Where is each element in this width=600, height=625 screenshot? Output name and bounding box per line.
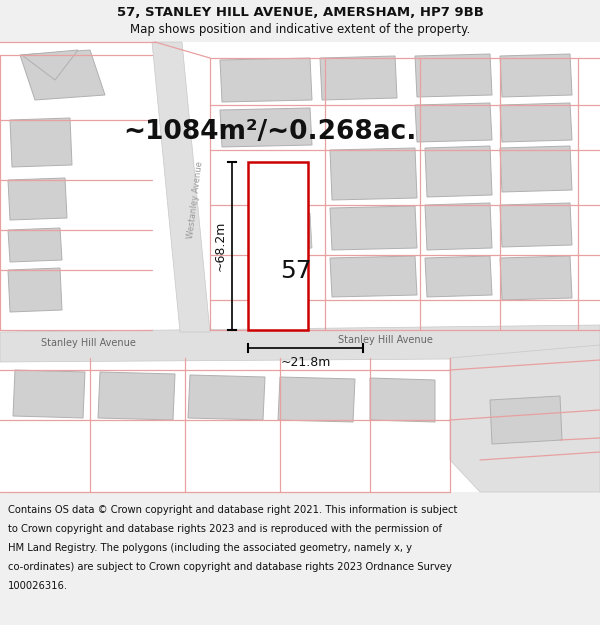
Text: co-ordinates) are subject to Crown copyright and database rights 2023 Ordnance S: co-ordinates) are subject to Crown copyr… (8, 562, 452, 572)
Text: Westanley Avenue: Westanley Avenue (186, 161, 204, 239)
Polygon shape (188, 375, 265, 420)
Polygon shape (8, 268, 62, 312)
Polygon shape (220, 108, 312, 147)
Polygon shape (278, 213, 312, 250)
Text: Map shows position and indicative extent of the property.: Map shows position and indicative extent… (130, 22, 470, 36)
Polygon shape (330, 206, 417, 250)
Text: Stanley Hill Avenue: Stanley Hill Avenue (338, 335, 433, 345)
Polygon shape (415, 103, 492, 142)
Bar (0, 42, 600, 492)
Polygon shape (370, 378, 435, 422)
Text: ~21.8m: ~21.8m (280, 356, 331, 369)
Text: Stanley Hill Avenue: Stanley Hill Avenue (41, 338, 136, 348)
Text: Contains OS data © Crown copyright and database right 2021. This information is : Contains OS data © Crown copyright and d… (8, 505, 457, 515)
Polygon shape (152, 42, 210, 332)
Polygon shape (415, 54, 492, 97)
Text: 100026316.: 100026316. (8, 581, 68, 591)
Polygon shape (330, 256, 417, 297)
Text: HM Land Registry. The polygons (including the associated geometry, namely x, y: HM Land Registry. The polygons (includin… (8, 543, 412, 553)
Polygon shape (330, 148, 417, 200)
Polygon shape (0, 325, 600, 362)
Polygon shape (500, 256, 572, 300)
Polygon shape (8, 178, 67, 220)
Polygon shape (500, 146, 572, 192)
Text: 57: 57 (280, 259, 312, 283)
Bar (248, 162, 308, 330)
Text: 57, STANLEY HILL AVENUE, AMERSHAM, HP7 9BB: 57, STANLEY HILL AVENUE, AMERSHAM, HP7 9… (116, 6, 484, 19)
Polygon shape (425, 203, 492, 250)
Polygon shape (22, 50, 78, 80)
Polygon shape (425, 146, 492, 197)
Polygon shape (320, 56, 397, 100)
Polygon shape (8, 228, 62, 262)
Polygon shape (490, 396, 562, 444)
Polygon shape (500, 54, 572, 97)
Polygon shape (98, 372, 175, 420)
Text: to Crown copyright and database rights 2023 and is reproduced with the permissio: to Crown copyright and database rights 2… (8, 524, 442, 534)
Text: ~1084m²/~0.268ac.: ~1084m²/~0.268ac. (124, 119, 416, 145)
Polygon shape (10, 118, 72, 167)
Polygon shape (500, 103, 572, 142)
Polygon shape (13, 370, 85, 418)
Text: ~68.2m: ~68.2m (214, 221, 227, 271)
Polygon shape (450, 345, 600, 492)
Polygon shape (425, 256, 492, 297)
Polygon shape (500, 203, 572, 247)
Polygon shape (278, 377, 355, 422)
Polygon shape (220, 58, 312, 102)
Polygon shape (20, 50, 105, 100)
